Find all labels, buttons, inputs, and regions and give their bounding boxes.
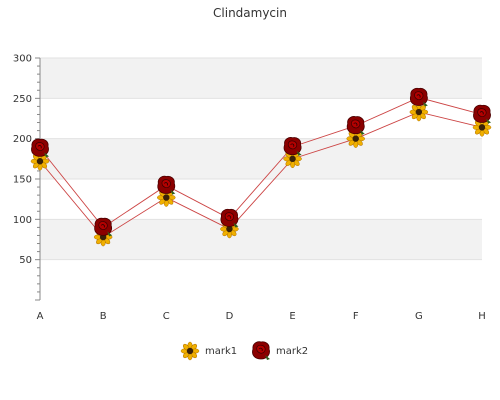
chart-title: Clindamycin (213, 6, 287, 20)
point-mark2-G[interactable] (409, 87, 429, 108)
y-tick-label: 100 (13, 215, 32, 226)
point-mark2-B[interactable] (94, 217, 113, 237)
y-tick-label: 300 (13, 54, 32, 65)
x-tick-label: B (100, 311, 107, 322)
x-tick-label: A (37, 311, 44, 322)
point-mark2-A[interactable] (30, 138, 50, 158)
point-mark2-F[interactable] (346, 116, 366, 136)
legend-label-mark1: mark1 (205, 346, 237, 357)
series-lines (39, 97, 483, 238)
x-tick-label: D (226, 311, 234, 322)
series-line-mark2 (39, 97, 483, 229)
x-axis-ticks: A B C D E F G H (37, 311, 486, 322)
x-tick-label: E (289, 311, 295, 322)
y-tick-label: 200 (13, 134, 32, 145)
grid-lines (40, 57, 482, 261)
legend-label-mark2: mark2 (276, 346, 308, 357)
y-tick-label: 150 (13, 175, 32, 186)
point-mark2-C[interactable] (157, 175, 176, 195)
legend-sunflower-icon (180, 341, 200, 361)
grid-bands (40, 58, 482, 260)
grid-band (40, 138, 482, 179)
x-tick-label: H (478, 311, 486, 322)
legend-item-mark2[interactable]: mark2 (251, 341, 308, 361)
y-axis-ticks: 50 100 150 200 250 300 (13, 54, 40, 301)
legend: mark1 mark2 (180, 341, 308, 361)
legend-rose-icon (251, 341, 271, 361)
grid-band (40, 219, 482, 260)
x-tick-label: F (353, 311, 359, 322)
point-mark2-D[interactable] (220, 208, 239, 229)
x-tick-label: G (415, 311, 423, 322)
y-tick-label: 50 (19, 255, 32, 266)
point-mark2-H[interactable] (472, 104, 492, 124)
grid-band (40, 58, 482, 99)
point-mark2-E[interactable] (283, 136, 303, 157)
series-line-mark1 (39, 111, 483, 238)
x-tick-label: C (163, 311, 170, 322)
y-tick-label: 250 (13, 94, 32, 105)
legend-item-mark1[interactable]: mark1 (180, 341, 237, 361)
